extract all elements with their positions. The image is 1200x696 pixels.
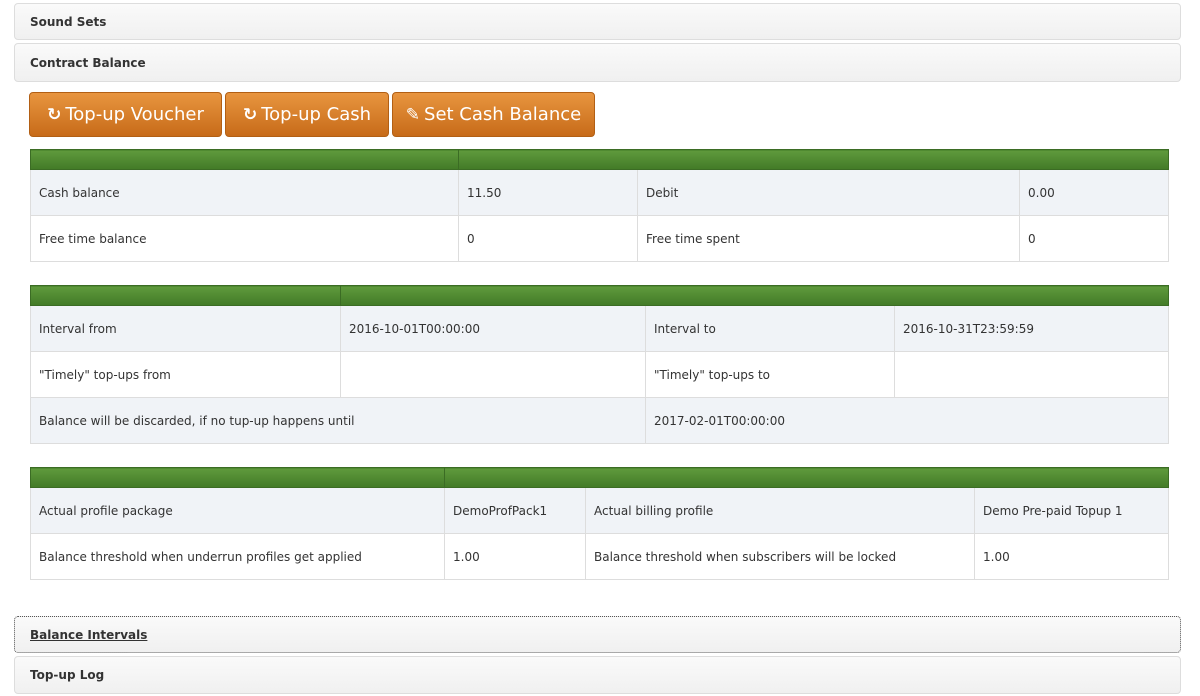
edit-icon: ✎	[405, 104, 421, 125]
table-row: Actual profile package DemoProfPack1 Actua…	[30, 487, 1170, 534]
topup-cash-button[interactable]: ↻ Top-up Cash	[225, 92, 389, 137]
table-row: Cash balance 11.50 Debit 0.00	[30, 169, 1170, 216]
profile-table: Actual profile package DemoProfPack1 Actua…	[30, 467, 1170, 580]
balance-table: Cash balance 11.50 Debit 0.00 Free time bal…	[30, 149, 1170, 262]
refresh-icon: ↻	[47, 104, 62, 125]
table-row: "Timely" top-ups from "Timely" top-ups to	[30, 351, 1170, 398]
refresh-icon: ↻	[242, 104, 258, 125]
set-cash-balance-button[interactable]: ✎ Set Cash Balance	[392, 92, 595, 137]
section-sound-sets[interactable]: Sound Sets	[14, 3, 1181, 40]
section-balance-intervals[interactable]: Balance Intervals	[14, 616, 1181, 653]
interval-table: Interval from 2016-10-01T00:00:00 Interval…	[30, 285, 1170, 444]
table-row: Free time balance 0 Free time spent 0	[30, 215, 1170, 262]
table-row: Balance threshold when underrun profiles…	[30, 533, 1170, 580]
section-contract-balance[interactable]: Contract Balance	[14, 43, 1181, 82]
table-row: Balance will be discarded, if no tup-up …	[30, 397, 1170, 444]
section-topup-log[interactable]: Top-up Log	[14, 656, 1181, 694]
table-row: Interval from 2016-10-01T00:00:00 Interval…	[30, 305, 1170, 352]
topup-voucher-button[interactable]: ↻ Top-up Voucher	[29, 92, 222, 137]
